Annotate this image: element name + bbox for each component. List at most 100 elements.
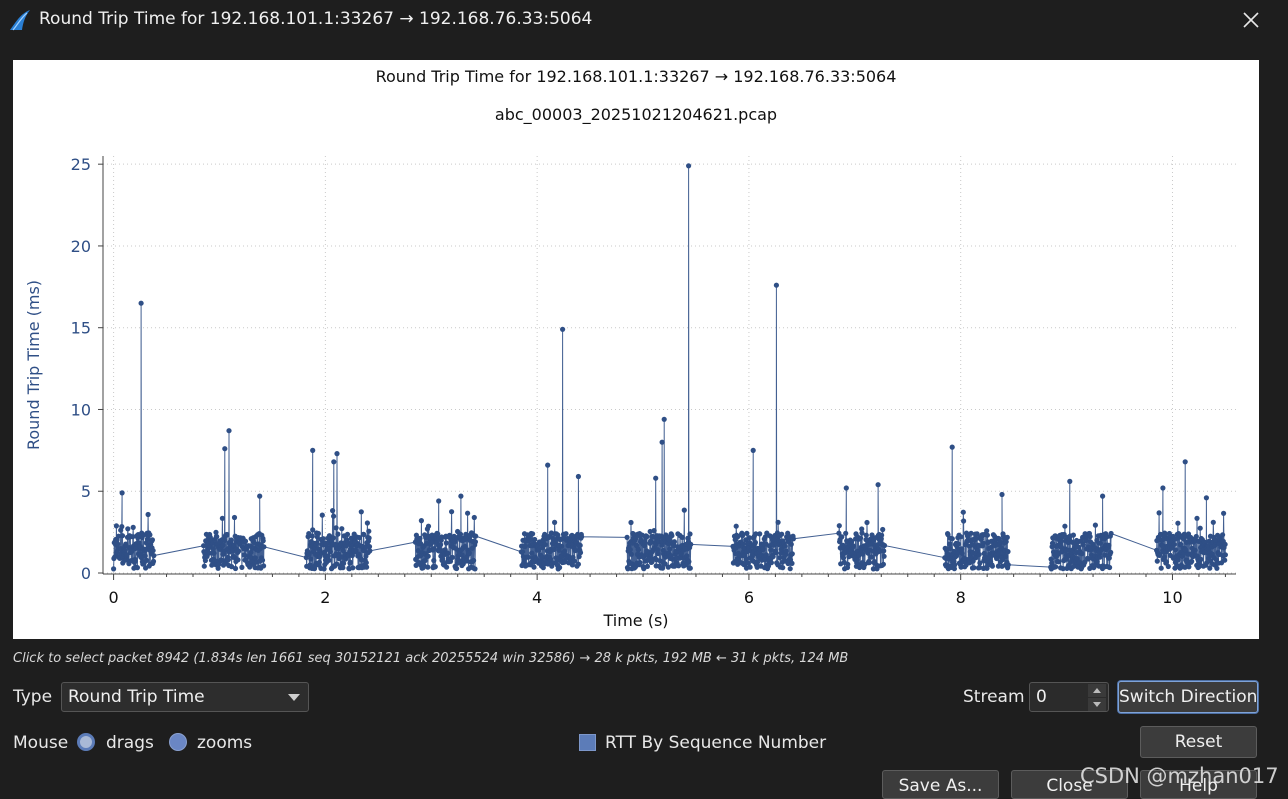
- rtt-point: [257, 493, 263, 499]
- rtt-point: [1160, 543, 1166, 549]
- stream-spinbox[interactable]: 0: [1029, 682, 1109, 712]
- graph-type-select[interactable]: Round Trip Time: [61, 682, 309, 712]
- mouse-zooms-radio[interactable]: [169, 733, 187, 751]
- rtt-point: [445, 550, 451, 556]
- rtt-point: [1079, 551, 1085, 557]
- rtt-point: [145, 511, 151, 518]
- rtt-point: [436, 498, 442, 504]
- rtt-point: [344, 531, 351, 537]
- rtt-point: [539, 554, 545, 560]
- help-button[interactable]: Help: [1140, 770, 1257, 799]
- rtt-point: [363, 544, 369, 550]
- chevron-down-icon: [288, 694, 300, 701]
- rtt-point: [836, 523, 842, 529]
- rtt-point: [363, 560, 369, 566]
- rtt-point: [881, 553, 887, 559]
- rtt-point: [334, 451, 340, 457]
- rtt-point: [850, 543, 857, 549]
- rtt-point: [1004, 534, 1010, 540]
- rtt-point: [740, 541, 746, 547]
- rtt-point: [770, 553, 776, 560]
- rtt-by-seq-checkbox[interactable]: [579, 734, 596, 751]
- rtt-point: [783, 548, 789, 554]
- rtt-point: [869, 554, 875, 560]
- rtt-point: [150, 558, 157, 564]
- rtt-point: [1189, 558, 1195, 564]
- rtt-plot[interactable]: Round Trip Time for 192.168.101.1:33267 …: [13, 60, 1259, 639]
- rtt-point: [669, 533, 675, 539]
- rtt-point: [642, 539, 648, 545]
- rtt-point: [447, 558, 454, 564]
- rtt-point: [321, 566, 327, 572]
- rtt-point: [625, 566, 631, 572]
- rtt-point: [960, 509, 966, 515]
- rtt-point: [527, 537, 534, 543]
- rtt-point: [138, 555, 144, 561]
- rtt-point: [839, 534, 845, 540]
- rtt-point: [1221, 510, 1227, 516]
- rtt-chart[interactable]: Round Trip Time for 192.168.101.1:33267 …: [13, 60, 1259, 639]
- rtt-point: [316, 559, 322, 565]
- rtt-point: [232, 565, 239, 572]
- rtt-point: [1083, 537, 1089, 543]
- rtt-point: [665, 564, 671, 570]
- rtt-point: [555, 532, 561, 538]
- rtt-point: [334, 561, 340, 567]
- rtt-point: [875, 482, 881, 488]
- rtt-point: [366, 535, 372, 541]
- rtt-point: [471, 557, 477, 564]
- rtt-point: [525, 554, 532, 560]
- rtt-point: [1197, 525, 1203, 531]
- rtt-by-seq-label[interactable]: RTT By Sequence Number: [605, 733, 827, 753]
- reset-button[interactable]: Reset: [1140, 726, 1257, 758]
- rtt-point: [952, 562, 958, 568]
- mouse-drags-radio[interactable]: [77, 733, 95, 751]
- rtt-point: [1207, 565, 1213, 571]
- stream-label: Stream: [963, 687, 1025, 707]
- rtt-point: [666, 541, 672, 547]
- rtt-point: [460, 561, 466, 567]
- rtt-point: [224, 531, 230, 538]
- rtt-point: [330, 535, 336, 541]
- rtt-point: [977, 564, 983, 571]
- switch-direction-button[interactable]: Switch Direction: [1118, 681, 1258, 713]
- title-bar: Round Trip Time for 192.168.101.1:33267 …: [0, 0, 1288, 40]
- rtt-point: [473, 533, 479, 539]
- rtt-point: [315, 530, 321, 537]
- rtt-point: [308, 556, 314, 562]
- rtt-point: [425, 564, 431, 570]
- rtt-point: [782, 543, 788, 549]
- rtt-point: [259, 557, 266, 563]
- rtt-point: [242, 538, 249, 544]
- rtt-point: [462, 543, 468, 550]
- rtt-point: [973, 535, 980, 541]
- rtt-point: [789, 560, 795, 566]
- mouse-drags-label[interactable]: drags: [106, 733, 154, 753]
- rtt-point: [577, 550, 584, 556]
- rtt-point: [733, 523, 739, 529]
- rtt-point: [556, 547, 562, 553]
- rtt-point: [221, 551, 227, 557]
- rtt-point: [261, 544, 267, 550]
- rtt-point: [425, 523, 432, 529]
- close-icon[interactable]: [1236, 6, 1266, 34]
- spin-down-icon[interactable]: [1088, 698, 1106, 711]
- rtt-point: [984, 532, 991, 538]
- rtt-point: [252, 555, 258, 561]
- rtt-point: [775, 519, 781, 525]
- rtt-point: [968, 530, 974, 536]
- rtt-point: [1106, 542, 1112, 548]
- spin-up-icon[interactable]: [1088, 684, 1106, 697]
- mouse-zooms-label[interactable]: zooms: [197, 733, 253, 753]
- rtt-point: [875, 542, 881, 548]
- rtt-point: [454, 565, 460, 572]
- rtt-point: [571, 558, 578, 564]
- rtt-point: [444, 564, 450, 570]
- save-as-button[interactable]: Save As...: [882, 770, 999, 799]
- rtt-point: [247, 564, 253, 570]
- rtt-point: [1165, 563, 1171, 570]
- rtt-point: [459, 552, 465, 558]
- rtt-point: [144, 557, 150, 563]
- rtt-point: [319, 512, 325, 518]
- x-axis-label: Time (s): [602, 611, 668, 630]
